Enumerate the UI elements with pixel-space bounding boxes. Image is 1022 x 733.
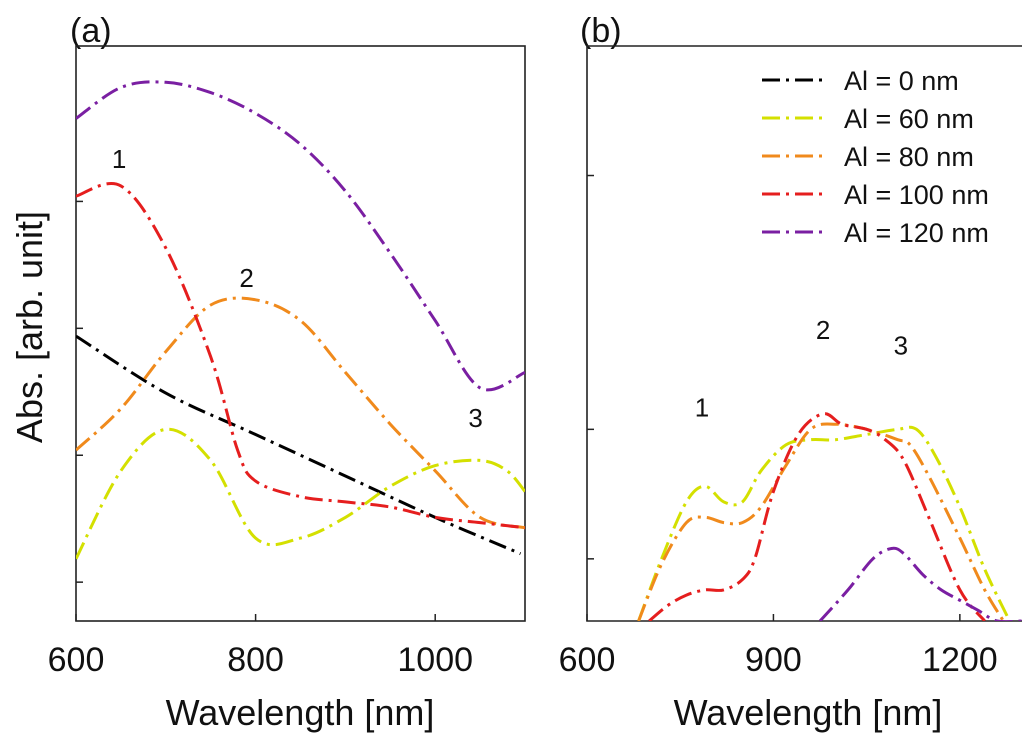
panel-a-x-tick-label: 800 [227,641,284,679]
panel-b-annotations: 1 2 3 [695,315,908,423]
panel-a-peak-annotation: 2 [239,263,253,293]
y-axis-label: Abs. [arb. unit] [9,211,50,443]
panel-b-label: (b) [580,12,622,50]
legend-label: Al = 100 nm [844,180,989,210]
panel-b-series-line [648,412,986,621]
panel-a-series-line [76,80,525,392]
legend-label: Al = 60 nm [844,104,974,134]
panel-b-x-axis-label: Wavelength [nm] [674,692,943,733]
panel-a-series-line [76,427,525,560]
panel-a-peak-annotation: 1 [112,144,126,174]
panel-a-frame [75,45,526,622]
panel-b-x-tick-label: 600 [559,641,616,679]
legend: Al = 0 nm Al = 60 nm Al = 80 nm Al = 100 nm… [762,66,989,248]
panel-a-x-tick-label: 1000 [397,641,473,679]
panel-a-peak-annotation: 3 [468,403,482,433]
panel-b-series-line [818,546,1022,621]
panel-a-x-axis-label: Wavelength [nm] [166,692,435,733]
panel-a-series [76,80,525,560]
panel-b-series [637,412,1022,621]
panel-a-x-ticks: 600 800 1000 [48,614,473,679]
legend-label: Al = 0 nm [844,66,959,96]
panel-a-x-tick-label: 600 [48,641,105,679]
panel-a-label: (a) [70,12,112,50]
legend-label: Al = 80 nm [844,142,974,172]
panel-a-y-ticks [76,200,83,583]
panel-b-peak-annotation: 2 [816,315,830,345]
panel-b-peak-annotation: 1 [695,393,709,423]
panel-a-series-line [76,334,522,556]
legend-label: Al = 120 nm [844,218,989,248]
panel-b-y-ticks [587,174,594,560]
panel-b-x-ticks: 600 900 1200 [559,614,998,679]
panel-b-x-tick-label: 900 [745,641,802,679]
panel-b-x-tick-label: 1200 [922,641,998,679]
panel-b-peak-annotation: 3 [894,330,908,360]
panel-a-series-line [76,182,525,530]
panel-a: (a) 600 800 1000 1 2 3 Wavelength [nm] [48,12,526,733]
panel-a-annotations: 1 2 3 [112,144,483,433]
panel-b-frame [586,45,1022,622]
panel-b-series-line [637,425,1011,621]
panel-a-series-line [76,296,525,530]
panel-b-series-line [637,422,1005,621]
